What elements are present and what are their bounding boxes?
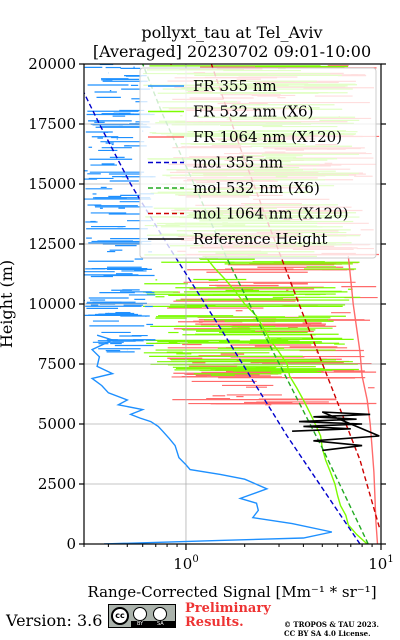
y-tick-label: 17500 [28,115,76,133]
preliminary-notice: Preliminary Results. [185,602,280,630]
cc-strip: BY SA [131,621,175,627]
copyright-line1: © TROPOS & TAU 2023. [284,620,379,629]
legend-label: mol 355 nm [193,154,283,172]
footer: Version: 3.6 cc BY SA Preliminary Result… [0,600,400,640]
chart-title-line2: [Averaged] 20230702 09:01-10:00 [93,42,371,61]
y-tick-label: 10000 [28,295,76,313]
series-line [347,255,379,544]
series-line [292,411,380,452]
preliminary-line2: Results. [185,615,244,630]
by-icon [133,607,147,621]
cc-icon: cc [111,607,129,625]
legend-box [139,67,377,259]
legend-label: Reference Height [193,230,327,248]
cc-strip-by: BY [137,621,144,627]
chart-title-line1: pollyxt_tau at Tel_Aviv [141,23,322,42]
y-axis: 0 2500 5000 7500 10000 12500 15000 17500 20000 [28,55,386,553]
series-line [90,334,333,544]
y-tick-label: 7500 [38,355,76,373]
legend-label: mol 532 nm (X6) [193,179,320,197]
series-line [204,255,368,544]
y-tick-label: 5000 [38,415,76,433]
sa-icon [153,607,167,621]
legend: FR 355 nm FR 532 nm (X6) FR 1064 nm (X120)… [139,67,377,259]
y-axis-label: Height (m) [0,260,16,348]
legend-label: FR 355 nm [193,77,277,95]
cc-strip-sa: SA [157,621,164,627]
preliminary-line1: Preliminary [185,601,271,616]
chart: pollyxt_tau at Tel_Aviv [Averaged] 20230… [0,23,394,601]
version-label: Version: 3.6 [6,611,103,630]
x-tick-label: 100 [173,554,198,573]
legend-label: FR 532 nm (X6) [193,103,313,121]
x-tick-label: 101 [368,554,393,573]
copyright-line2: CC BY SA 4.0 License. [284,629,371,638]
legend-label: FR 1064 nm (X120) [193,128,342,146]
y-tick-label: 15000 [28,175,76,193]
copyright-notice: © TROPOS & TAU 2023. CC BY SA 4.0 Licens… [284,620,399,638]
y-tick-label: 0 [66,535,76,553]
cc-license-badge: cc BY SA [108,604,176,628]
y-tick-label: 20000 [28,55,76,73]
x-axis-label: Range-Corrected Signal [Mm⁻¹ * sr⁻¹] [87,583,376,600]
y-tick-label: 2500 [38,475,76,493]
legend-label: mol 1064 nm (X120) [193,205,348,223]
y-tick-label: 12500 [28,235,76,253]
x-axis: 100 101 [83,544,394,573]
